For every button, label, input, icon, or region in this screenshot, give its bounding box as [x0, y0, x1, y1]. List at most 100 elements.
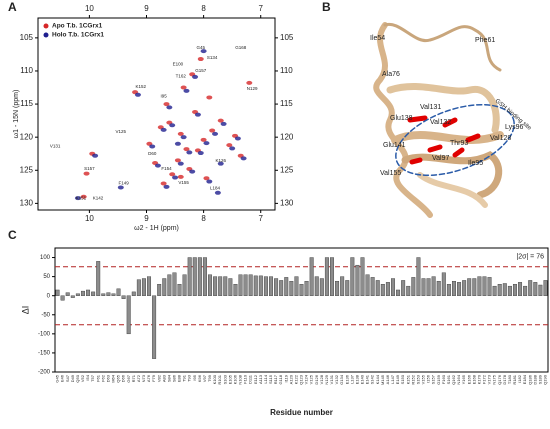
bar — [233, 284, 238, 296]
bar — [314, 276, 319, 296]
peak — [209, 128, 216, 133]
peak — [217, 161, 224, 166]
y-tick-label: 115 — [280, 99, 293, 108]
x-tick-label: D188 — [532, 374, 537, 384]
x-tick-label: V125 — [309, 374, 314, 384]
bar — [228, 278, 233, 296]
peak — [183, 147, 190, 152]
bar — [147, 276, 152, 296]
peak — [214, 190, 221, 195]
peak — [229, 146, 236, 151]
peak-label: V125 — [116, 129, 127, 134]
x-tick-label: 7 — [258, 214, 263, 223]
x-tick-label: V124 — [304, 374, 309, 384]
peak — [80, 194, 87, 199]
x-tick-label: T93 — [187, 374, 192, 382]
bar — [131, 291, 136, 296]
x-tick-label: E105 — [227, 374, 232, 384]
bar — [391, 278, 395, 296]
peak — [134, 92, 141, 97]
x-tick-label: S189 — [537, 374, 542, 384]
x-tick-label: E88 — [177, 374, 182, 382]
peak-label: L184 — [210, 185, 221, 190]
bar — [457, 282, 462, 296]
x-tick-label: I119 — [283, 374, 288, 382]
x-tick-label: E149 — [395, 374, 400, 384]
x-tick-label: K100 — [212, 374, 217, 384]
residue-label: Val128 — [490, 135, 511, 142]
y-tick-label: -200 — [38, 370, 51, 376]
x-tick-label: Q65 — [116, 374, 121, 382]
bar — [141, 278, 146, 296]
y-tick-label: 120 — [20, 132, 34, 141]
peak — [74, 196, 81, 201]
bar — [152, 295, 157, 359]
peak — [203, 176, 210, 181]
x-tick-label: 9 — [144, 4, 149, 13]
x-tick-label: R152 — [410, 374, 415, 384]
bar — [55, 289, 60, 296]
bar — [319, 278, 324, 296]
bar — [289, 280, 294, 296]
bar — [406, 285, 411, 296]
bar — [65, 292, 70, 296]
x-tick-label: G118 — [278, 374, 283, 384]
x-tick-label: S150 — [400, 374, 405, 384]
panel-label: C — [8, 228, 17, 242]
y-tick-label: 125 — [280, 165, 294, 174]
bar — [477, 276, 482, 296]
x-tick-label: T57 — [90, 374, 95, 382]
peak-label: T162 — [176, 73, 187, 78]
bar — [126, 295, 131, 335]
bar — [167, 274, 172, 296]
bar — [431, 276, 436, 296]
x-tick-label: V128 — [319, 374, 324, 384]
x-axis-label: Residue number — [270, 408, 333, 417]
x-tick-label: F62 — [100, 374, 105, 382]
peak — [206, 179, 213, 184]
bar — [538, 284, 543, 296]
peak — [186, 150, 193, 155]
x-tick-label: 10 — [85, 4, 94, 13]
bar — [299, 284, 304, 296]
x-tick-label: R71 — [131, 374, 136, 382]
peak — [200, 137, 207, 142]
peak — [194, 112, 201, 117]
peak — [169, 172, 176, 177]
peak — [177, 131, 184, 136]
x-tick-label: T180 — [507, 374, 512, 384]
peak-label: V131 — [50, 144, 61, 149]
x-tick-label: T91 — [182, 374, 187, 382]
bar — [512, 284, 517, 296]
x-tick-label: V97 — [202, 374, 207, 382]
x-tick-label: S161 — [446, 374, 451, 384]
x-tick-label: K106 — [232, 374, 237, 384]
x-tick-label: K170 — [476, 374, 481, 384]
bar — [111, 293, 116, 296]
peak — [212, 131, 219, 136]
residue-label: Phe61 — [475, 37, 495, 44]
x-tick-label: N108 — [238, 374, 243, 384]
bar — [543, 280, 548, 296]
y-tick-label: -150 — [38, 351, 51, 357]
bar — [96, 261, 101, 296]
y-tick-label: 50 — [43, 274, 50, 280]
x-tick-label: E138 — [354, 374, 359, 384]
legend-marker — [43, 32, 49, 38]
x-tick-label: I156 — [426, 374, 431, 383]
x-tick-label: E112 — [253, 374, 258, 384]
peak-label: S157 — [84, 166, 95, 171]
bar — [380, 284, 385, 296]
x-tick-label: F110 — [243, 374, 248, 384]
x-tick-label: R181 — [512, 374, 517, 384]
x-tick-label: F79 — [151, 374, 156, 382]
bar — [462, 280, 467, 296]
x-tick-label: N73 — [141, 374, 146, 382]
bar — [70, 295, 75, 298]
bar — [121, 295, 126, 299]
peak-label: N129 — [247, 86, 258, 91]
peak — [234, 136, 241, 141]
peak-label: D60 — [148, 151, 157, 156]
x-tick-label: Q176 — [497, 374, 502, 385]
bar — [309, 257, 314, 296]
